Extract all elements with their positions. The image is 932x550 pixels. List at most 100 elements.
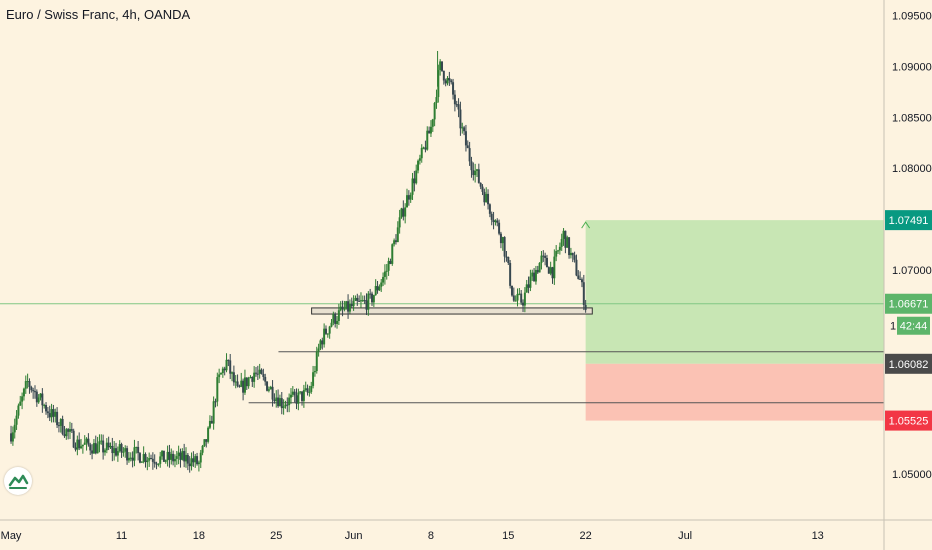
candle-body: [13, 424, 16, 433]
candle-body: [483, 191, 486, 203]
candle-body: [186, 454, 189, 464]
candle-body: [566, 237, 569, 248]
candle-body: [185, 454, 188, 462]
candle-body: [544, 255, 547, 258]
candle-body: [68, 429, 71, 432]
tradingview-logo-icon[interactable]: [4, 467, 32, 495]
candle-body: [72, 430, 75, 448]
candle-body: [288, 397, 291, 406]
candle-body: [337, 310, 340, 321]
candle-body: [475, 169, 478, 171]
candle-body: [499, 233, 502, 244]
candle-body: [363, 300, 366, 302]
candle-body: [273, 399, 276, 402]
candle-body: [461, 127, 464, 129]
x-tick-label: 15: [502, 530, 514, 542]
candle-body: [22, 388, 25, 397]
candle-body: [569, 252, 572, 256]
candle-body: [560, 238, 563, 247]
candle-body: [100, 440, 103, 442]
candle-body: [144, 454, 147, 463]
candle-body: [463, 127, 466, 132]
candle-body: [216, 377, 219, 402]
candle-body: [431, 119, 434, 127]
support-zone-box: [311, 307, 593, 315]
y-tick-label: 1.07000: [892, 265, 932, 277]
candle-body: [210, 420, 213, 424]
y-tick-label: 1.09000: [892, 61, 932, 73]
candle-body: [220, 373, 222, 375]
candle-body: [527, 284, 530, 288]
candle-body: [162, 450, 165, 462]
candle-body: [518, 293, 521, 295]
candle-body: [512, 295, 515, 301]
candle-body: [549, 267, 552, 274]
candle-body: [70, 429, 73, 431]
candle-body: [415, 170, 418, 184]
candle-body: [529, 276, 532, 288]
candle-body: [490, 213, 493, 220]
candle-body: [227, 359, 230, 361]
candle-body: [46, 411, 49, 414]
x-tick-label: 18: [193, 530, 205, 542]
candle-body: [428, 130, 431, 134]
candle-body: [579, 278, 582, 280]
candle-body: [321, 340, 324, 345]
candle-body: [404, 207, 407, 217]
candle-body: [520, 293, 523, 303]
candle-body: [580, 279, 583, 283]
candle-body: [140, 461, 143, 463]
candle-body: [102, 440, 105, 453]
candle-body: [284, 404, 287, 407]
candle-body: [48, 413, 51, 418]
candle-body: [245, 377, 248, 387]
candle-body: [150, 458, 153, 460]
candle-body: [310, 385, 313, 392]
candle-body: [115, 448, 118, 456]
price-label-box: [885, 210, 932, 231]
candle-body: [289, 394, 292, 398]
candle-body: [372, 295, 375, 303]
candle-body: [188, 463, 191, 467]
candle-body: [407, 195, 410, 200]
candle-body: [391, 244, 394, 264]
x-tick-label: 13: [812, 530, 824, 542]
price-label-box: [885, 353, 932, 374]
candle-body: [243, 377, 246, 393]
candle-body: [380, 282, 383, 287]
candle-body: [61, 419, 64, 435]
candle-body: [103, 450, 106, 453]
candle-body: [433, 103, 436, 120]
candle-body: [472, 170, 475, 176]
x-tick-label: Jun: [345, 530, 363, 542]
countdown-box: [897, 316, 930, 335]
candle-body: [52, 409, 55, 417]
candle-body: [319, 340, 322, 349]
candle-body: [41, 393, 44, 406]
candle-body: [411, 178, 414, 195]
candle-body: [214, 401, 217, 403]
x-tick-label: 25: [270, 530, 282, 542]
candle-body: [19, 401, 22, 406]
candle-body: [453, 94, 456, 105]
candle-body: [533, 272, 536, 282]
candle-body: [542, 255, 545, 257]
candle-body: [275, 397, 278, 402]
candle-body: [242, 380, 245, 393]
candle-body: [446, 78, 449, 84]
candle-body: [302, 390, 305, 401]
candle-body: [326, 333, 329, 335]
candle-body: [573, 255, 576, 260]
candle-body: [21, 396, 24, 402]
candle-body: [439, 61, 442, 71]
candle-body: [45, 405, 48, 412]
candle-body: [269, 386, 272, 390]
candle-body: [32, 390, 35, 392]
candle-body: [417, 160, 420, 171]
candle-body: [260, 369, 263, 375]
candle-body: [536, 269, 539, 273]
candle-body: [65, 429, 68, 437]
candle-body: [339, 306, 342, 311]
